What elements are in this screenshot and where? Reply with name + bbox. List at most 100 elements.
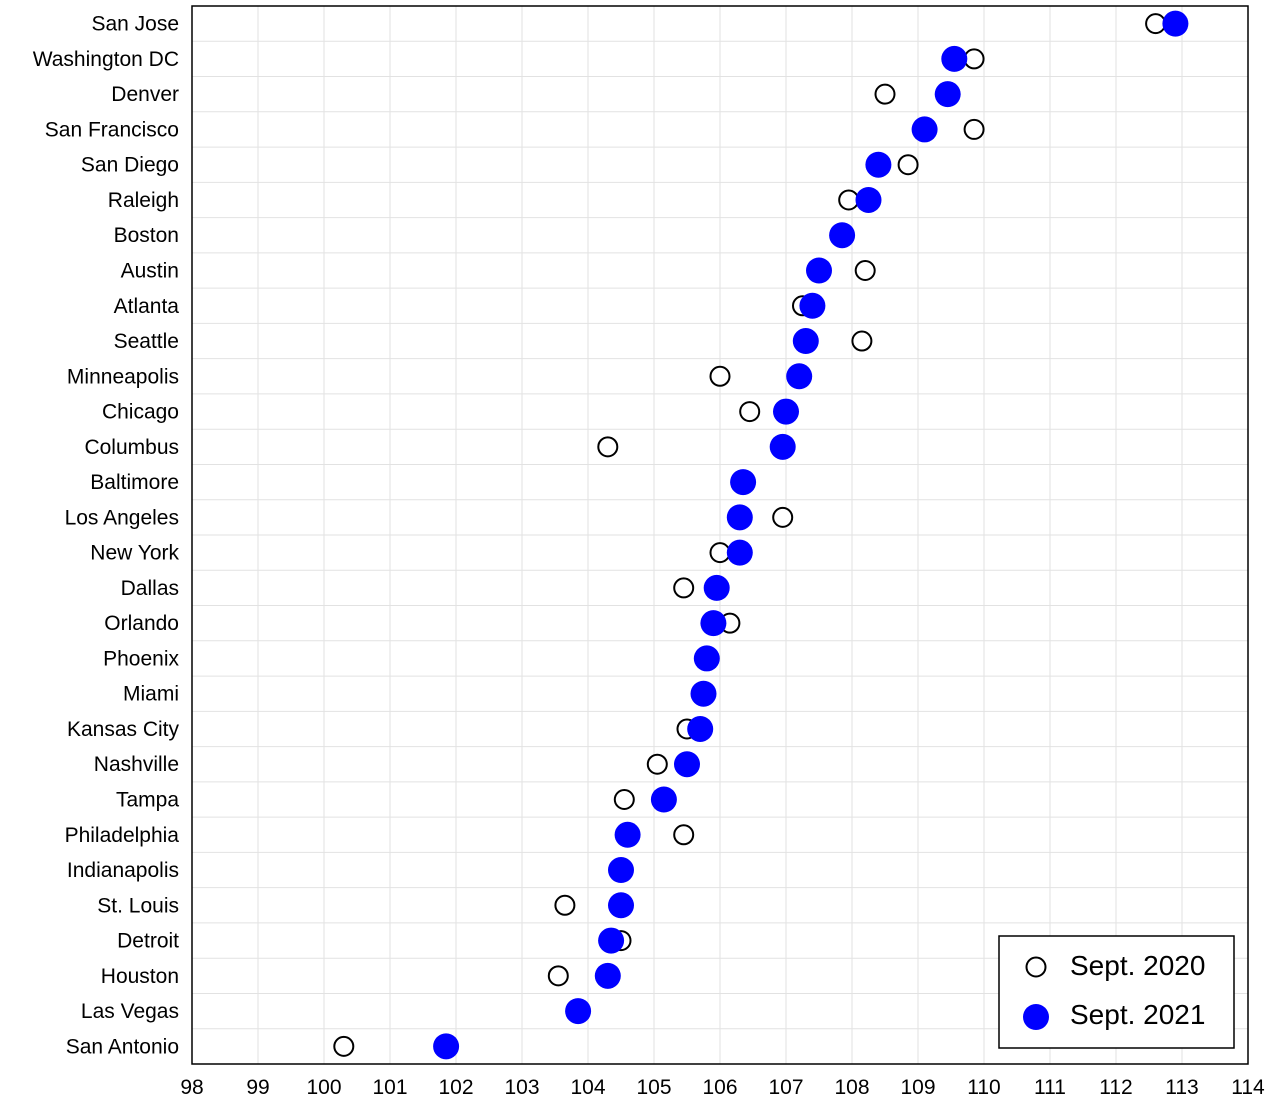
point-sept-2021 [690, 680, 717, 707]
category-label: Tampa [116, 789, 179, 812]
point-sept-2020 [673, 577, 695, 599]
point-sept-2021 [1162, 10, 1189, 37]
category-label: Orlando [104, 612, 179, 635]
category-label: Philadelphia [65, 824, 180, 847]
category-label: Nashville [94, 753, 179, 776]
point-sept-2020 [838, 189, 860, 211]
point-sept-2021 [608, 857, 634, 884]
point-sept-2021 [730, 469, 757, 496]
x-tick-label: 104 [570, 1076, 605, 1099]
category-label: Boston [114, 224, 179, 247]
category-label: San Diego [81, 154, 179, 177]
x-tick-label: 114 [1231, 1076, 1265, 1099]
point-sept-2020 [554, 894, 576, 916]
point-sept-2021 [792, 328, 819, 355]
point-sept-2021 [726, 539, 753, 566]
point-sept-2021 [674, 751, 700, 778]
category-label: St. Louis [97, 894, 179, 917]
category-label: Austin [121, 260, 179, 283]
point-sept-2020 [772, 506, 794, 528]
point-sept-2020 [709, 542, 731, 564]
point-sept-2021 [865, 151, 892, 178]
point-sept-2020 [874, 83, 896, 105]
category-label: Baltimore [90, 471, 179, 494]
point-sept-2020 [897, 154, 919, 176]
point-sept-2021 [934, 81, 961, 108]
category-label: Columbus [84, 436, 179, 459]
x-tick-label: 102 [438, 1076, 473, 1099]
category-label: Raleigh [108, 189, 179, 212]
x-tick-label: 107 [768, 1076, 803, 1099]
category-label: Kansas City [67, 718, 180, 741]
point-sept-2021 [700, 610, 727, 637]
point-sept-2021 [941, 45, 968, 72]
category-label: Los Angeles [65, 506, 179, 529]
legend-marker-series-2 [1023, 1004, 1049, 1030]
point-sept-2020 [1145, 13, 1167, 35]
point-sept-2020 [547, 965, 569, 987]
point-sept-2020 [597, 436, 619, 458]
x-tick-label: 106 [702, 1076, 737, 1099]
point-sept-2021 [693, 645, 720, 672]
category-label: Indianapolis [67, 859, 179, 882]
point-sept-2021 [773, 398, 799, 425]
category-label: New York [90, 542, 179, 565]
category-label: San Francisco [45, 118, 179, 141]
x-tick-label: 113 [1165, 1076, 1198, 1099]
plot-area-border [191, 5, 1249, 1065]
category-label: Houston [101, 965, 179, 988]
x-tick-label: 108 [834, 1076, 869, 1099]
category-labels: San Jose Washington DC Denver San Francisco… [33, 13, 180, 1059]
point-sept-2021 [855, 186, 882, 213]
point-sept-2021 [608, 892, 634, 919]
point-sept-2020 [709, 365, 731, 387]
category-label: Minneapolis [67, 365, 179, 388]
category-label: Las Vegas [81, 1000, 179, 1023]
point-sept-2021 [565, 998, 592, 1025]
point-sept-2020 [963, 48, 985, 70]
point-sept-2020 [333, 1035, 355, 1057]
point-sept-2020 [851, 330, 873, 352]
point-sept-2020 [854, 260, 876, 281]
category-label: Phoenix [103, 647, 179, 670]
x-tick-label: 111 [1034, 1076, 1066, 1099]
category-label: Denver [111, 83, 179, 106]
x-tick-label: 109 [900, 1076, 935, 1099]
point-sept-2021 [433, 1033, 460, 1060]
x-tick-label: 99 [246, 1076, 269, 1099]
point-sept-2021 [799, 292, 826, 319]
x-tick-label: 112 [1099, 1076, 1132, 1099]
legend-marker-series-1 [1025, 956, 1047, 978]
x-tick-label: 110 [967, 1076, 1000, 1099]
point-sept-2021 [769, 433, 796, 460]
category-label: Atlanta [114, 295, 180, 318]
category-label: Seattle [114, 330, 179, 353]
legend-label-series-2: Sept. 2021 [1070, 999, 1205, 1030]
point-sept-2020 [613, 789, 635, 810]
point-sept-2021 [726, 504, 753, 531]
point-sept-2021 [594, 962, 621, 989]
legend-label-series-1: Sept. 2020 [1070, 950, 1205, 981]
x-axis-tick-labels: 98 99 100 101 102 103 104 105 106 107 108 109 110 111… [180, 1076, 1265, 1099]
point-sept-2021 [598, 927, 625, 954]
category-label: Detroit [117, 930, 179, 953]
point-sept-2021 [614, 821, 641, 848]
point-sept-2021 [829, 222, 856, 249]
category-label: San Jose [91, 13, 179, 36]
point-sept-2021 [911, 116, 938, 143]
category-label: Washington DC [33, 48, 179, 71]
x-tick-label: 103 [504, 1076, 539, 1099]
x-tick-label: 100 [306, 1076, 341, 1099]
point-sept-2021 [650, 786, 677, 813]
point-sept-2021 [806, 257, 832, 284]
point-sept-2021 [786, 363, 813, 390]
point-sept-2020 [739, 401, 761, 423]
x-tick-label: 105 [636, 1076, 671, 1099]
legend: Sept. 2020 Sept. 2021 [998, 935, 1235, 1049]
category-label: Miami [123, 683, 179, 706]
point-sept-2020 [646, 753, 668, 775]
point-sept-2020 [963, 118, 985, 140]
point-sept-2021 [703, 574, 730, 601]
data-points [333, 10, 1189, 1060]
